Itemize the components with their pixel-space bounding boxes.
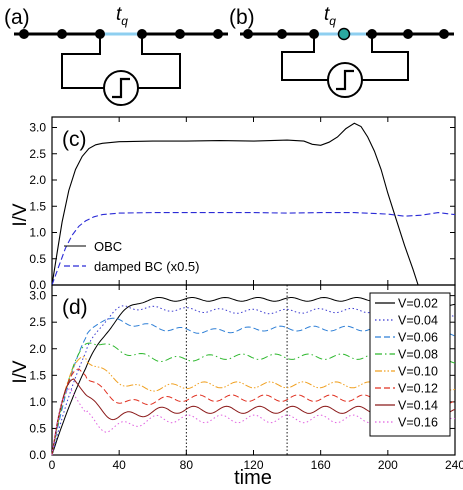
y-tick-label: 3.0 bbox=[29, 121, 46, 135]
legend-label: V=0.02 bbox=[398, 297, 438, 311]
series-line-2 bbox=[51, 317, 456, 456]
chart-panel-c: (c) I/V 0.0 0.5 1.0 1.5 2.0 2.5 3.0 OBC damped… bbox=[10, 116, 456, 292]
legend-label: V=0.06 bbox=[398, 331, 438, 345]
legend-label: V=0.14 bbox=[398, 399, 438, 413]
site bbox=[439, 29, 449, 39]
series-line-1 bbox=[51, 212, 456, 286]
panel-label-a: (a) bbox=[4, 6, 30, 29]
y-tick-label: 2.0 bbox=[29, 173, 46, 187]
series-line-0 bbox=[51, 122, 419, 286]
diagram-a: (a) tq bbox=[4, 4, 228, 106]
diagram-b: (b) tq bbox=[229, 4, 454, 98]
legend-label-damped: damped BC (x0.5) bbox=[94, 259, 200, 274]
x-tick-label: 80 bbox=[180, 458, 194, 472]
site bbox=[213, 29, 223, 39]
legend-box bbox=[369, 292, 451, 437]
lead-wire-right bbox=[138, 34, 181, 89]
legend-label: V=0.04 bbox=[398, 314, 438, 328]
legend: OBC damped BC (x0.5) bbox=[64, 239, 200, 274]
site bbox=[403, 29, 413, 39]
y-tick-label: 2.5 bbox=[29, 147, 46, 161]
x-axis-label: time bbox=[234, 467, 272, 489]
lead-wire-left bbox=[281, 34, 328, 81]
y-axis-label: I/V bbox=[10, 203, 31, 227]
legend: V=0.02 V=0.04 V=0.06 V=0.08 V=0.10 V=0.12 V=0.… bbox=[369, 292, 451, 437]
y-tick-label: 1.5 bbox=[29, 199, 46, 213]
x-tick-label: 200 bbox=[378, 458, 398, 472]
site bbox=[243, 29, 253, 39]
x-tick-label: 240 bbox=[445, 458, 463, 472]
lead-wire-left bbox=[61, 34, 104, 89]
y-tick-label: 0.5 bbox=[29, 252, 46, 266]
step-pulse-icon bbox=[336, 69, 354, 91]
y-tick-label: 1.0 bbox=[29, 226, 46, 240]
site bbox=[277, 29, 287, 39]
legend-label: V=0.10 bbox=[398, 365, 438, 379]
step-pulse-icon bbox=[112, 77, 130, 99]
panel-label-b: (b) bbox=[229, 6, 255, 29]
y-tick-label: 0.0 bbox=[29, 448, 46, 462]
y-tick-label: 1.0 bbox=[29, 395, 46, 409]
x-tick-label: 0 bbox=[49, 458, 56, 472]
hopping-label: tq bbox=[324, 4, 336, 28]
y-tick-label: 3.0 bbox=[29, 289, 46, 303]
series-line-5 bbox=[51, 368, 456, 456]
legend-label: V=0.16 bbox=[398, 416, 438, 430]
series-line-7 bbox=[51, 388, 456, 456]
site bbox=[57, 29, 67, 39]
x-tick-label: 40 bbox=[112, 458, 126, 472]
legend-label: V=0.12 bbox=[398, 382, 438, 396]
panel-label-c: (c) bbox=[62, 128, 87, 151]
site bbox=[19, 29, 29, 39]
y-tick-label: 2.5 bbox=[29, 315, 46, 329]
x-tick-label: 160 bbox=[311, 458, 331, 472]
legend-label: V=0.08 bbox=[398, 348, 438, 362]
y-tick-label: 0.5 bbox=[29, 421, 46, 435]
hopping-label: tq bbox=[116, 4, 128, 28]
site bbox=[175, 29, 185, 39]
y-tick-label: 2.0 bbox=[29, 342, 46, 356]
y-tick-label: 0.0 bbox=[29, 278, 46, 292]
x-tick-label: 120 bbox=[243, 458, 263, 472]
legend-label-obc: OBC bbox=[94, 239, 122, 254]
chart-panel-d: (d) I/V time 0.0 0.5 1.0 1.5 2.0 2.5 3.0 0 40 80 1… bbox=[10, 284, 463, 489]
y-axis-label: I/V bbox=[10, 360, 31, 384]
panel-label-d: (d) bbox=[62, 296, 88, 319]
y-tick-label: 1.5 bbox=[29, 368, 46, 382]
center-site bbox=[337, 27, 351, 41]
lead-wire-right bbox=[362, 34, 409, 81]
